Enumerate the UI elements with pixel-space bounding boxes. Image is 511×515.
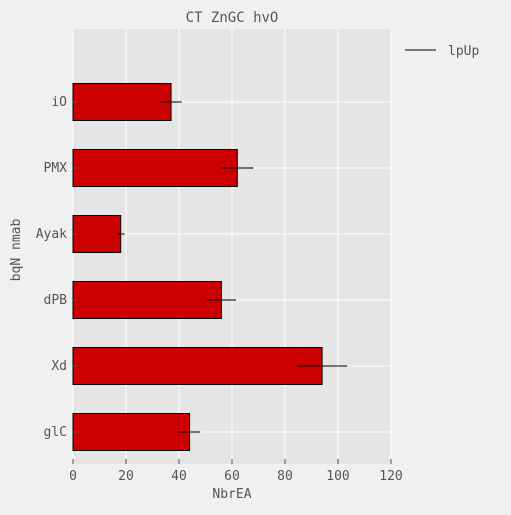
x-tick-label: 120 — [379, 469, 402, 484]
y-tick-label: Xd — [51, 359, 67, 374]
x-tick-label: 60 — [224, 469, 240, 484]
y-tick-label: dPB — [44, 293, 68, 308]
error-bars — [116, 101, 348, 433]
bar-Xd — [72, 347, 323, 385]
x-tick-label: 40 — [171, 469, 187, 484]
y-tick-label: Ayak — [36, 227, 67, 242]
bar-dPB — [72, 281, 222, 319]
y-tick-label: iO — [51, 95, 67, 110]
bar-iO — [72, 83, 172, 121]
y-axis-ticks: iO PMX Ayak dPB Xd glC — [36, 95, 78, 440]
bar-Ayak — [72, 215, 122, 253]
y-tick-label: glC — [44, 425, 67, 440]
legend: lpUp — [405, 44, 479, 59]
y-tick-label: PMX — [44, 161, 68, 176]
y-axis-label: bqN nmab — [9, 219, 24, 282]
legend-label: lpUp — [448, 44, 479, 59]
chart-title: CT ZnGC hvO — [186, 10, 279, 26]
x-tick-label: 0 — [69, 469, 77, 484]
x-tick-label: 100 — [326, 469, 349, 484]
x-axis-ticks: 0 20 40 60 80 100 120 — [69, 459, 403, 484]
bars — [72, 83, 323, 451]
x-tick-label: 20 — [118, 469, 134, 484]
x-axis-label: NbrEA — [212, 487, 251, 502]
bar-glC — [72, 413, 191, 451]
bar-PMX — [72, 149, 238, 187]
x-tick-label: 80 — [277, 469, 293, 484]
